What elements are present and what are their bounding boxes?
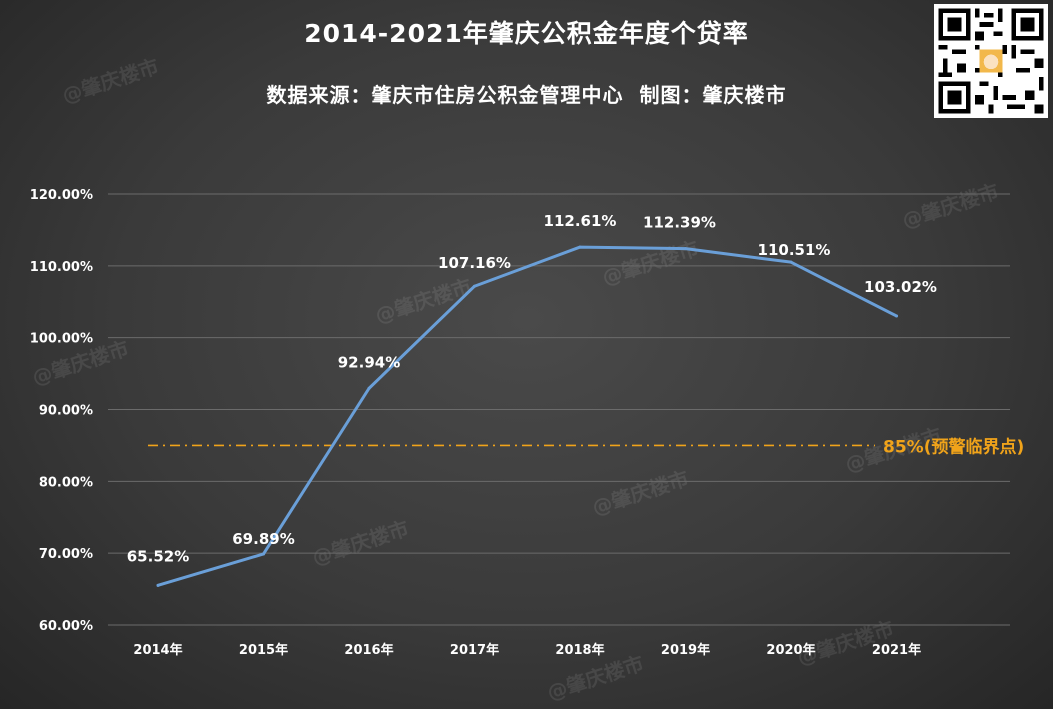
chart-title: 2014-2021年肇庆公积金年度个贷率 <box>304 19 749 48</box>
data-label: 92.94% <box>338 353 400 371</box>
watermark-text: @肇庆楼市 <box>599 236 702 290</box>
x-tick-label: 2020年 <box>766 642 815 658</box>
y-tick-label: 60.00% <box>39 619 93 634</box>
chart-subtitle: 数据来源：肇庆市住房公积金管理中心 制图：肇庆楼市 <box>0 79 1053 108</box>
data-point <box>578 245 582 249</box>
data-label: 110.51% <box>758 241 831 259</box>
watermark-text: @肇庆楼市 <box>59 54 162 108</box>
data-point <box>789 260 793 264</box>
data-label: 65.52% <box>127 547 189 565</box>
data-point <box>367 386 371 390</box>
x-tick-label: 2018年 <box>555 642 604 658</box>
x-tick-label: 2015年 <box>239 642 288 658</box>
x-tick-label: 2021年 <box>872 642 921 658</box>
data-point <box>262 552 265 556</box>
y-tick-label: 120.00% <box>30 188 93 203</box>
data-label: 69.89% <box>232 530 294 548</box>
data-label: 107.16% <box>438 254 511 272</box>
reference-line-label: 85%(预警临界点) <box>883 436 1024 457</box>
watermark-text: @肇庆楼市 <box>309 516 412 570</box>
watermark-text: @肇庆楼市 <box>544 651 647 705</box>
x-tick-label: 2017年 <box>450 642 499 658</box>
data-point <box>684 247 687 251</box>
y-tick-label: 100.00% <box>30 332 93 347</box>
series-line <box>156 245 898 587</box>
data-point <box>473 284 476 288</box>
data-label: 103.02% <box>864 278 937 296</box>
y-tick-label: 90.00% <box>39 404 93 419</box>
y-tick-label: 70.00% <box>39 547 93 562</box>
y-tick-label: 80.00% <box>39 475 93 490</box>
data-source-text: 数据来源：肇庆市住房公积金管理中心 <box>266 83 624 107</box>
data-point <box>156 583 160 587</box>
chart-credit-text: 制图：肇庆楼市 <box>639 83 787 107</box>
watermark-text: @肇庆楼市 <box>589 466 692 520</box>
y-tick-label: 110.00% <box>30 260 93 275</box>
x-tick-label: 2014年 <box>133 642 182 658</box>
watermark-text: @肇庆楼市 <box>899 179 1002 233</box>
qr-code <box>934 4 1048 118</box>
data-label: 112.39% <box>643 214 716 232</box>
data-label: 112.61% <box>544 212 617 230</box>
x-tick-label: 2019年 <box>661 642 710 658</box>
x-tick-label: 2016年 <box>344 642 393 658</box>
data-point <box>895 314 898 318</box>
